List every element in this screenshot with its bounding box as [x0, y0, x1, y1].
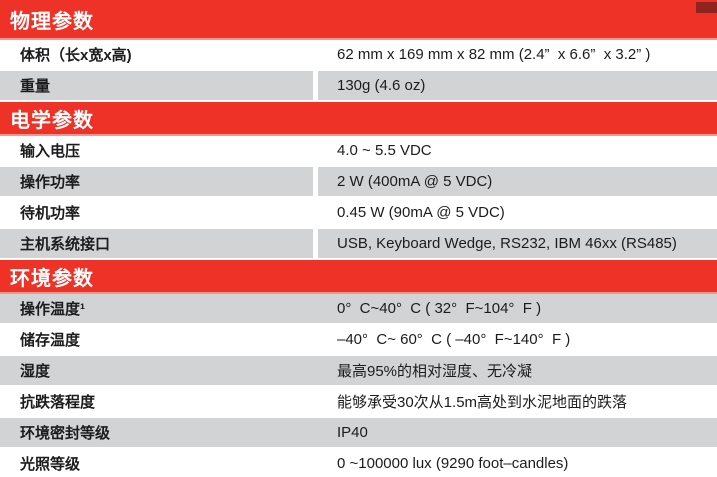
- column-divider: [313, 71, 318, 100]
- section-header: 环境参数: [0, 260, 717, 294]
- spec-value: 最高95%的相对湿度、无冷凝: [313, 356, 717, 385]
- spec-label: 抗跌落程度: [20, 394, 96, 411]
- spec-row: 输入电压 4.0 ~ 5.5 VDC: [0, 136, 717, 167]
- column-divider: [313, 40, 318, 69]
- spec-value: 2 W (400mA @ 5 VDC): [318, 167, 717, 196]
- spec-value: IP40: [313, 418, 717, 447]
- spec-row: 待机功率 0.45 W (90mA @ 5 VDC): [0, 198, 717, 229]
- spec-value: 能够承受30次从1.5m高处到水泥地面的跌落: [337, 394, 628, 411]
- spec-row: 重量 130g (4.6 oz): [0, 71, 717, 102]
- column-divider: [313, 198, 318, 227]
- spec-value: 0° C~40° C ( 32° F~104° F ): [313, 294, 717, 323]
- column-divider: [313, 136, 318, 165]
- spec-label: 主机系统接口: [0, 229, 313, 258]
- spec-value: 0 ~100000 lux (9290 foot–candles): [337, 455, 569, 472]
- section-header: 物理参数: [0, 0, 717, 40]
- spec-label: 操作温度¹: [0, 294, 313, 323]
- spec-label: 重量: [0, 71, 313, 100]
- spec-value: 4.0 ~ 5.5 VDC: [337, 142, 432, 159]
- spec-row: 光照等级 0 ~100000 lux (9290 foot–candles): [0, 449, 717, 477]
- spec-label: 待机功率: [20, 205, 81, 222]
- spec-row: 抗跌落程度 能够承受30次从1.5m高处到水泥地面的跌落: [0, 387, 717, 418]
- column-divider: [313, 167, 318, 196]
- spec-row: 操作功率 2 W (400mA @ 5 VDC): [0, 167, 717, 198]
- spec-row: 环境密封等级 IP40: [0, 418, 717, 449]
- corner-accent-mark: [696, 2, 717, 13]
- spec-label: 操作功率: [0, 167, 313, 196]
- spec-row: 主机系统接口 USB, Keyboard Wedge, RS232, IBM 46…: [0, 229, 717, 260]
- spec-value: 0.45 W (90mA @ 5 VDC): [337, 204, 505, 221]
- spec-row: 体积（长x宽x高) 62 mm x 169 mm x 82 mm (2.4” x …: [0, 40, 717, 71]
- spec-value: 62 mm x 169 mm x 82 mm (2.4” x 6.6” x 3.…: [337, 46, 651, 63]
- spec-value: USB, Keyboard Wedge, RS232, IBM 46xx (RS…: [318, 229, 717, 258]
- column-divider: [313, 229, 318, 258]
- spec-label: 湿度: [0, 356, 313, 385]
- spec-row: 操作温度¹ 0° C~40° C ( 32° F~104° F ): [0, 294, 717, 325]
- spec-label: 输入电压: [20, 143, 81, 160]
- spec-value: –40° C~ 60° C ( –40° F~140° F ): [337, 331, 571, 348]
- spec-row: 储存温度 –40° C~ 60° C ( –40° F~140° F ): [0, 325, 717, 356]
- spec-label: 环境密封等级: [0, 418, 313, 447]
- spec-label: 光照等级: [20, 456, 81, 473]
- spec-label: 储存温度: [20, 332, 81, 349]
- spec-label: 体积（长x宽x高): [20, 47, 132, 64]
- spec-value: 130g (4.6 oz): [318, 71, 717, 100]
- section-header: 电学参数: [0, 102, 717, 136]
- spec-row: 湿度 最高95%的相对湿度、无冷凝: [0, 356, 717, 387]
